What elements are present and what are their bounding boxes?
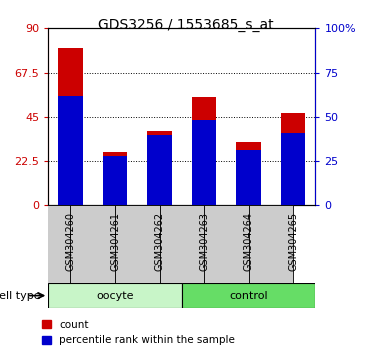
Text: GSM304260: GSM304260 (66, 212, 75, 270)
Text: oocyte: oocyte (96, 291, 134, 301)
Text: GSM304265: GSM304265 (288, 212, 298, 271)
Bar (249, 205, 293, 283)
Text: GSM304262: GSM304262 (155, 212, 164, 271)
Text: GSM304264: GSM304264 (244, 212, 253, 270)
Bar (192, 97, 216, 205)
Bar (204, 205, 249, 283)
Bar (103, 156, 127, 205)
Bar (58, 96, 83, 205)
Bar (70, 205, 115, 283)
Bar (160, 205, 204, 283)
Bar (26, 205, 70, 283)
Bar (115, 205, 160, 283)
Text: cell type: cell type (0, 291, 41, 301)
Text: GSM304263: GSM304263 (199, 212, 209, 270)
Text: GDS3256 / 1553685_s_at: GDS3256 / 1553685_s_at (98, 18, 273, 32)
Bar (182, 283, 315, 308)
Bar (103, 152, 127, 205)
Bar (281, 133, 305, 205)
Legend: count, percentile rank within the sample: count, percentile rank within the sample (42, 320, 235, 345)
Bar (58, 48, 83, 205)
Bar (147, 131, 172, 205)
Bar (281, 113, 305, 205)
Text: GSM304261: GSM304261 (110, 212, 120, 270)
Text: control: control (229, 291, 268, 301)
Bar (236, 150, 261, 205)
Bar (236, 142, 261, 205)
Bar (48, 283, 182, 308)
Bar (192, 120, 216, 205)
Bar (147, 135, 172, 205)
